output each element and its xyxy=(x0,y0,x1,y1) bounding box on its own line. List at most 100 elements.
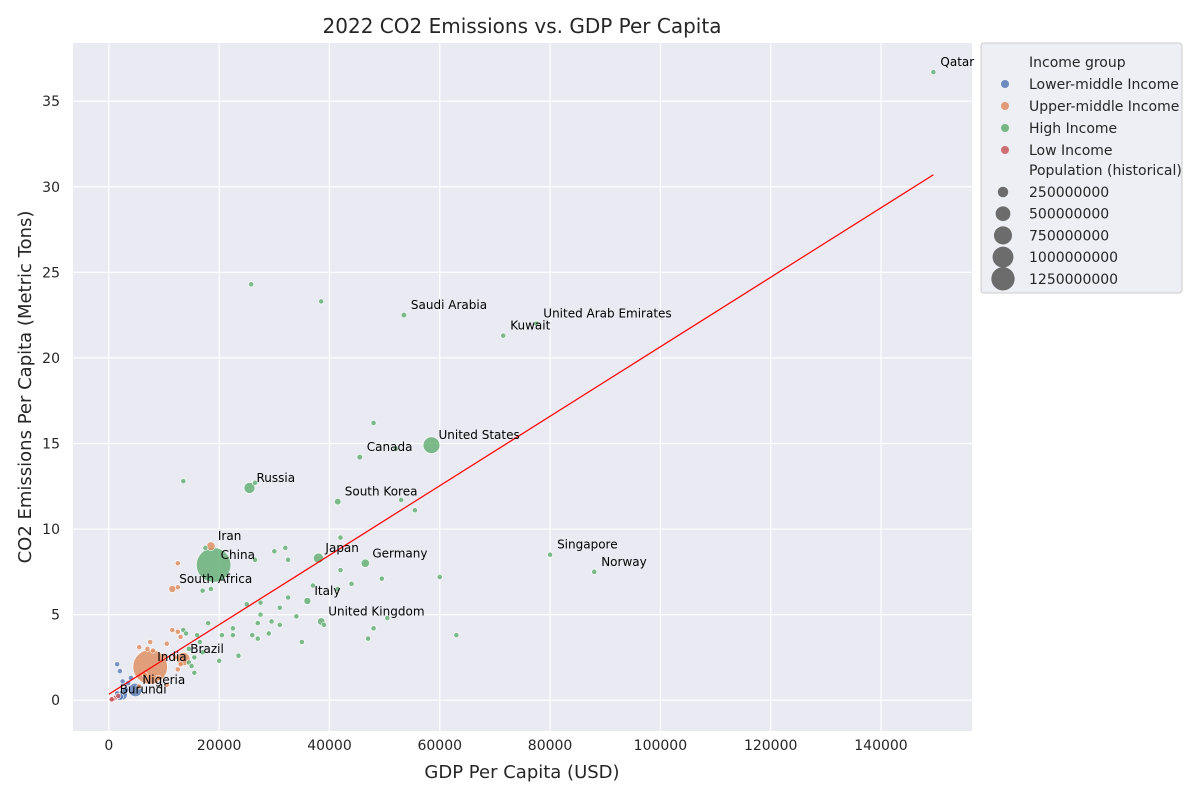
data-point xyxy=(180,478,187,485)
y-tick-label: 5 xyxy=(51,608,60,624)
data-point xyxy=(334,586,341,592)
data-point xyxy=(194,632,200,639)
data-points xyxy=(108,69,937,703)
point-label: India xyxy=(157,650,186,664)
data-point xyxy=(310,582,316,589)
data-point xyxy=(205,620,212,627)
y-tick-labels: 0 5 10 15 20 25 30 35 xyxy=(42,94,60,709)
data-point xyxy=(147,639,154,645)
data-point xyxy=(196,639,203,645)
data-point xyxy=(392,445,399,452)
data-point xyxy=(282,544,289,551)
data-point xyxy=(230,625,236,632)
legend-size-marker xyxy=(992,246,1014,268)
legend-size-marker xyxy=(997,186,1009,198)
point-label: Qatar xyxy=(940,55,974,69)
legend: Income group Lower-middle Income Upper-mi… xyxy=(980,42,1183,294)
legend-size-label: 250000000 xyxy=(1029,185,1109,201)
legend-size-marker xyxy=(991,267,1015,291)
data-point xyxy=(183,630,189,637)
data-point xyxy=(172,654,178,661)
point-label: South Africa xyxy=(179,572,252,586)
legend-size-marker xyxy=(995,206,1011,222)
data-point xyxy=(422,436,441,454)
point-label: Kuwait xyxy=(510,319,550,333)
x-tick-label: 0 xyxy=(104,738,113,754)
point-label: Norway xyxy=(601,555,647,569)
point-label: Italy xyxy=(314,584,340,598)
data-point xyxy=(177,661,184,668)
data-point xyxy=(384,615,391,621)
data-point xyxy=(136,683,143,690)
data-point xyxy=(219,632,225,639)
data-point xyxy=(591,568,598,575)
data-point xyxy=(378,575,385,582)
data-point xyxy=(174,628,181,635)
data-point xyxy=(337,567,344,574)
point-label: Burundi xyxy=(120,682,167,696)
data-point xyxy=(276,621,283,628)
legend-group-label: Upper-middle Income xyxy=(1029,99,1179,115)
legend-marker xyxy=(1001,124,1009,132)
legend-size-label: 1000000000 xyxy=(1029,250,1118,266)
data-point xyxy=(500,332,507,339)
legend-group-label: Lower-middle Income xyxy=(1029,77,1179,93)
data-point xyxy=(930,69,937,75)
point-label: Nigeria xyxy=(142,673,185,687)
data-point xyxy=(174,666,181,673)
data-point xyxy=(155,675,162,681)
data-point xyxy=(216,657,223,664)
legend-size-label: 750000000 xyxy=(1029,228,1109,244)
data-point xyxy=(285,556,291,563)
y-axis-label: CO2 Emissions Per Capita (Metric Tons) xyxy=(15,211,36,564)
data-point xyxy=(276,604,283,611)
data-point xyxy=(199,587,206,594)
data-point xyxy=(119,678,126,685)
regression-line xyxy=(108,174,934,695)
data-point xyxy=(398,497,405,503)
data-point xyxy=(188,663,195,669)
legend-marker xyxy=(1001,80,1009,88)
data-point xyxy=(191,654,198,661)
legend-size-label: 1250000000 xyxy=(1029,272,1118,288)
point-label: China xyxy=(221,548,255,562)
legend-marker xyxy=(1001,102,1009,110)
x-tick-label: 100000 xyxy=(634,738,687,754)
point-label: South Korea xyxy=(345,485,418,499)
data-point xyxy=(412,507,418,514)
data-point xyxy=(254,635,261,642)
data-point xyxy=(108,696,115,703)
x-tick-label: 60000 xyxy=(417,738,462,754)
data-point xyxy=(252,556,258,563)
data-point xyxy=(547,551,553,558)
x-tick-labels: 0 20000 40000 60000 80000 100000 120000 140000 xyxy=(104,738,907,754)
data-point xyxy=(321,621,327,628)
data-point xyxy=(365,635,371,642)
y-tick-label: 0 xyxy=(51,693,60,709)
y-tick-label: 20 xyxy=(42,351,60,367)
point-label: United Kingdom xyxy=(328,604,424,618)
data-point xyxy=(257,599,264,606)
data-point xyxy=(163,681,170,688)
data-point xyxy=(252,479,258,486)
data-point xyxy=(370,420,377,426)
x-tick-label: 20000 xyxy=(197,738,242,754)
data-point xyxy=(168,585,177,593)
data-point xyxy=(370,625,377,632)
data-point xyxy=(114,661,121,668)
data-point xyxy=(136,644,143,651)
data-point xyxy=(248,281,255,288)
legend-group-label: Low Income xyxy=(1029,143,1113,159)
data-point xyxy=(191,669,198,676)
data-point xyxy=(243,482,256,494)
x-tick-label: 40000 xyxy=(307,738,352,754)
plot-background xyxy=(73,43,972,731)
data-point xyxy=(318,298,325,305)
data-point xyxy=(271,548,278,555)
data-point xyxy=(453,632,460,639)
data-point xyxy=(436,574,443,580)
data-point xyxy=(293,613,300,620)
x-tick-label: 140000 xyxy=(854,738,907,754)
data-point xyxy=(360,558,370,568)
